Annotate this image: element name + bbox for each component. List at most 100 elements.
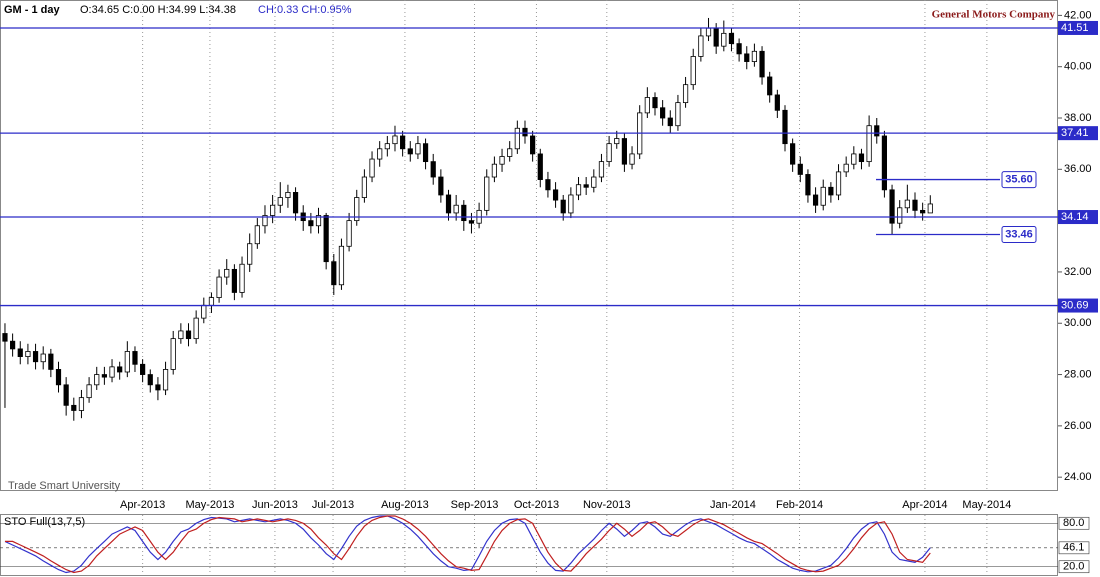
candle-body	[124, 351, 130, 373]
candle-body	[254, 225, 260, 245]
candle-body	[897, 207, 903, 224]
y-tick-label: 28.00	[1064, 368, 1092, 380]
x-tick-label: Aug-2013	[381, 499, 429, 511]
candle-body	[774, 94, 780, 111]
quote: O:34.65 C:0.00 H:34.99 L:34.38	[80, 4, 236, 16]
candle-body	[606, 143, 612, 163]
candle-body	[331, 261, 337, 286]
candle-body	[201, 304, 207, 319]
candle-body	[828, 186, 834, 196]
x-tick-label: May-2013	[185, 499, 234, 511]
candle-body	[315, 215, 322, 227]
candle-body	[17, 348, 23, 357]
candle-body	[155, 384, 161, 391]
y-tick-label: 36.00	[1064, 163, 1092, 175]
candle-body	[843, 163, 849, 173]
candle-body	[40, 353, 46, 363]
level-label-box	[1001, 225, 1037, 243]
candle-body	[820, 186, 826, 206]
candle-body	[277, 197, 283, 206]
candle-body	[568, 194, 574, 214]
x-tick-label: Jul-2013	[312, 499, 354, 511]
candle-body	[889, 189, 895, 224]
candle-body	[224, 268, 230, 278]
candle-body	[583, 184, 589, 188]
candle-body	[614, 138, 620, 145]
candle-body	[537, 153, 543, 180]
candle-body	[270, 204, 276, 216]
level-label: 30.69	[1061, 299, 1089, 311]
candle-body	[346, 220, 352, 247]
stochastic-panel	[0, 514, 1058, 576]
candle-body	[912, 199, 918, 211]
candle-body	[782, 109, 788, 145]
candle-body	[71, 404, 77, 411]
candle-body	[698, 35, 704, 57]
candle-body	[94, 374, 100, 386]
candle-body	[32, 351, 39, 363]
level-label: 35.60	[1005, 173, 1033, 185]
candle-body	[193, 317, 199, 340]
x-tick-label: Apr-2014	[902, 499, 947, 511]
x-tick-label: Jun-2013	[252, 499, 298, 511]
candle-body	[591, 176, 597, 188]
candle-body	[308, 220, 314, 227]
candle-body	[86, 384, 92, 399]
candle-body	[675, 102, 681, 127]
tick-label-box	[1058, 560, 1090, 574]
candle-body	[285, 192, 291, 198]
candle-body	[55, 369, 62, 386]
candle-body	[835, 171, 842, 196]
candle-body	[514, 127, 520, 150]
candle-body	[231, 268, 237, 293]
x-tick-label: Feb-2014	[776, 499, 823, 511]
candle-body	[415, 143, 421, 155]
candle-body	[445, 194, 452, 214]
candle-body	[185, 330, 192, 340]
price-panel	[0, 0, 1058, 491]
y-tick-label: 32.00	[1064, 266, 1092, 278]
indicator-line	[4, 515, 931, 574]
y-tick-label: 38.00	[1064, 112, 1092, 124]
candle-body	[361, 176, 367, 198]
candle-body	[323, 215, 329, 263]
candle-body	[392, 135, 398, 145]
candle-body	[667, 117, 673, 127]
x-tick-label: Sep-2013	[451, 499, 499, 511]
level-label: 41.51	[1061, 22, 1089, 34]
candle-body	[140, 363, 146, 375]
candle-body	[109, 366, 115, 378]
candle-body	[384, 143, 390, 150]
y-tick-label: 46.1	[1063, 542, 1084, 554]
candle-body	[721, 32, 727, 47]
candle-body	[438, 176, 444, 196]
x-tick-label: Nov-2013	[583, 499, 631, 511]
level-label: 34.14	[1061, 211, 1089, 223]
symbol: GM - 1 day	[4, 4, 61, 16]
y-tick-label: 26.00	[1064, 420, 1092, 432]
candle-body	[400, 135, 406, 150]
y-tick-label: 30.00	[1064, 317, 1092, 329]
change: CH:0.33 CH:0.95%	[258, 4, 352, 16]
candle-body	[262, 215, 268, 227]
candle-body	[866, 125, 872, 163]
level-label-box	[1058, 210, 1098, 225]
candle-body	[468, 220, 475, 224]
candle-body	[484, 176, 490, 211]
watermark: Trade Smart University	[8, 480, 121, 492]
candle-body	[101, 374, 107, 378]
candle-body	[797, 163, 803, 175]
candle-body	[354, 197, 360, 222]
candle-body	[369, 158, 375, 178]
candle-body	[728, 32, 735, 45]
candle-body	[461, 204, 467, 222]
candle-body	[744, 53, 750, 62]
candle-body	[147, 374, 153, 386]
candle-body	[660, 107, 666, 119]
y-tick-label: 40.00	[1064, 61, 1092, 73]
candle-body	[767, 76, 773, 96]
y-tick-label: 20.0	[1063, 561, 1084, 573]
chart-title: General Motors Company	[932, 9, 1056, 21]
tick-label-box	[1058, 541, 1090, 555]
candle-body	[491, 163, 497, 178]
